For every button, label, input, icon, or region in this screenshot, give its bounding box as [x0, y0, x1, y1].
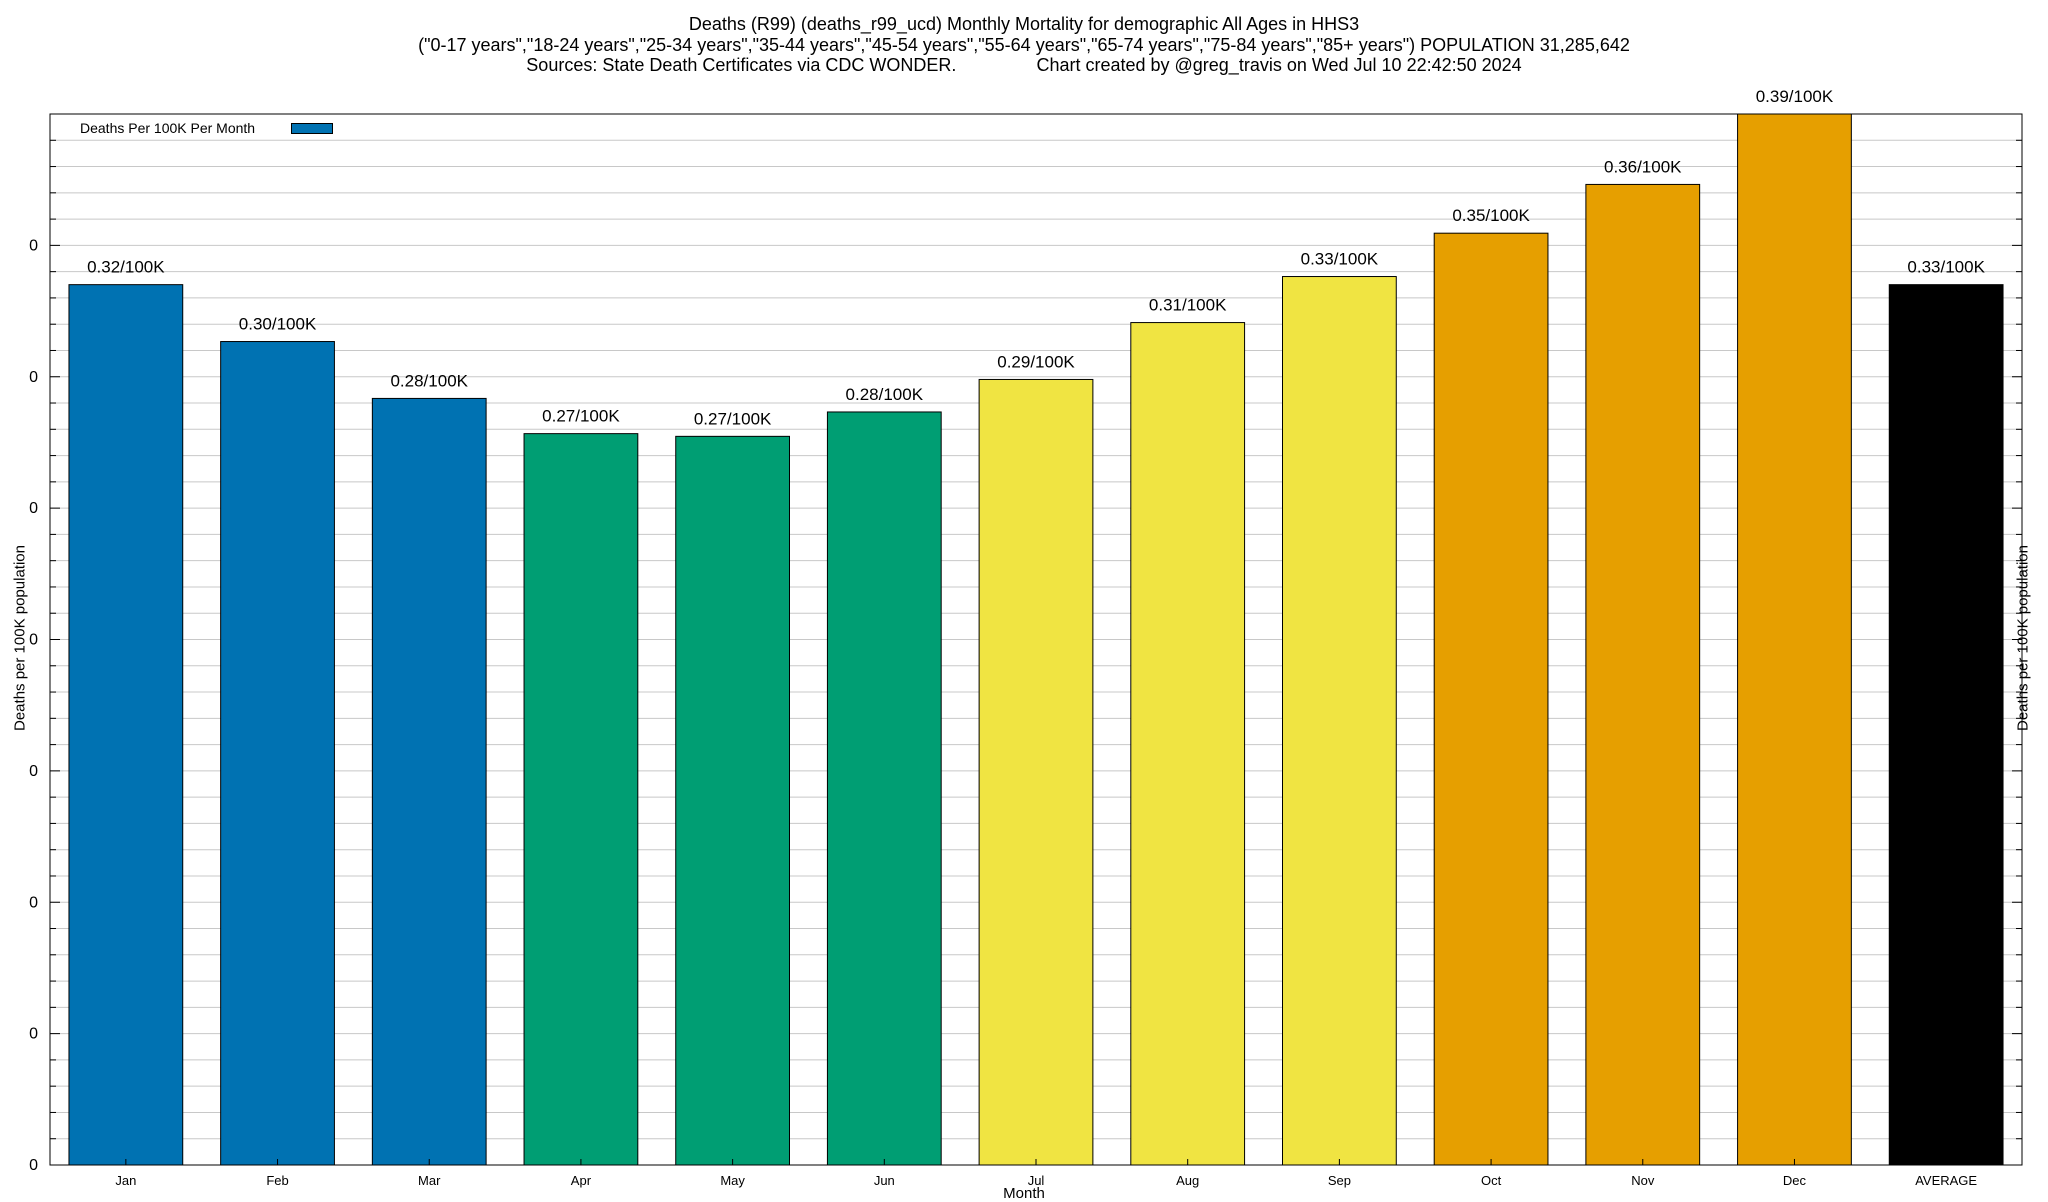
bar	[1282, 276, 1397, 1166]
y-tick-label: 0	[29, 237, 38, 254]
bar	[1888, 284, 2004, 1166]
bar	[1433, 232, 1549, 1166]
x-axis-label: Month	[1003, 1185, 1045, 1202]
legend-label: Deaths Per 100K Per Month	[80, 120, 256, 136]
x-tick-label: Jul	[1028, 1173, 1045, 1188]
data-label: 0.28/100K	[846, 385, 924, 404]
y-axis-label-left: Deaths per 100K population	[11, 545, 29, 731]
bar	[1130, 322, 1246, 1166]
y-tick-label: 0	[29, 1026, 38, 1043]
y-tick-label: 0	[29, 763, 38, 780]
bar	[826, 411, 942, 1166]
data-label: 0.33/100K	[1301, 250, 1379, 269]
y-tick-label: 0	[29, 894, 38, 911]
data-label: 0.32/100K	[87, 258, 165, 277]
y-tick-label: 0	[29, 632, 38, 649]
data-label: 0.27/100K	[542, 407, 620, 426]
bar	[675, 435, 791, 1166]
data-label: 0.30/100K	[239, 315, 317, 334]
x-tick-label: AVERAGE	[1915, 1173, 1977, 1188]
x-tick-label: Mar	[418, 1173, 441, 1188]
data-label: 0.39/100K	[1756, 87, 1834, 106]
data-label: 0.35/100K	[1452, 206, 1530, 225]
x-tick-label: Sep	[1328, 1173, 1351, 1188]
data-label: 0.28/100K	[390, 371, 468, 390]
bar	[1737, 113, 1852, 1166]
bar	[220, 341, 335, 1166]
x-tick-label: Feb	[266, 1173, 288, 1188]
bar	[1585, 183, 1701, 1166]
y-tick-label: 0	[29, 500, 38, 517]
x-tick-label: Dec	[1783, 1173, 1807, 1188]
x-tick-label: Jun	[874, 1173, 895, 1188]
y-tick-label: 0	[29, 369, 38, 386]
x-tick-label: May	[720, 1173, 745, 1188]
x-tick-label: Nov	[1631, 1173, 1655, 1188]
x-tick-label: Aug	[1176, 1173, 1199, 1188]
bar	[523, 433, 639, 1166]
chart-title-line-3: Sources: State Death Certificates via CD…	[526, 55, 1522, 75]
x-tick-label: Oct	[1481, 1173, 1502, 1188]
y-axis-label-right: Deaths per 100K population	[2014, 545, 2032, 731]
bar	[371, 397, 487, 1166]
chart-title-line-1: Deaths (R99) (deaths_r99_ucd) Monthly Mo…	[688, 14, 1360, 34]
data-label: 0.27/100K	[694, 409, 772, 428]
bar	[68, 284, 184, 1166]
x-tick-label: Jan	[115, 1173, 136, 1188]
data-label: 0.36/100K	[1604, 157, 1682, 176]
x-tick-label: Apr	[571, 1173, 592, 1188]
data-label: 0.29/100K	[997, 352, 1075, 371]
chart-title-line-2: ("0-17 years","18-24 years","25-34 years…	[418, 35, 1630, 55]
bar	[978, 378, 1094, 1166]
plot-frame	[49, 113, 2023, 1166]
data-label: 0.31/100K	[1149, 296, 1227, 315]
legend-swatch	[291, 123, 333, 134]
data-label: 0.33/100K	[1907, 258, 1985, 277]
y-tick-label: 0	[29, 1157, 38, 1174]
